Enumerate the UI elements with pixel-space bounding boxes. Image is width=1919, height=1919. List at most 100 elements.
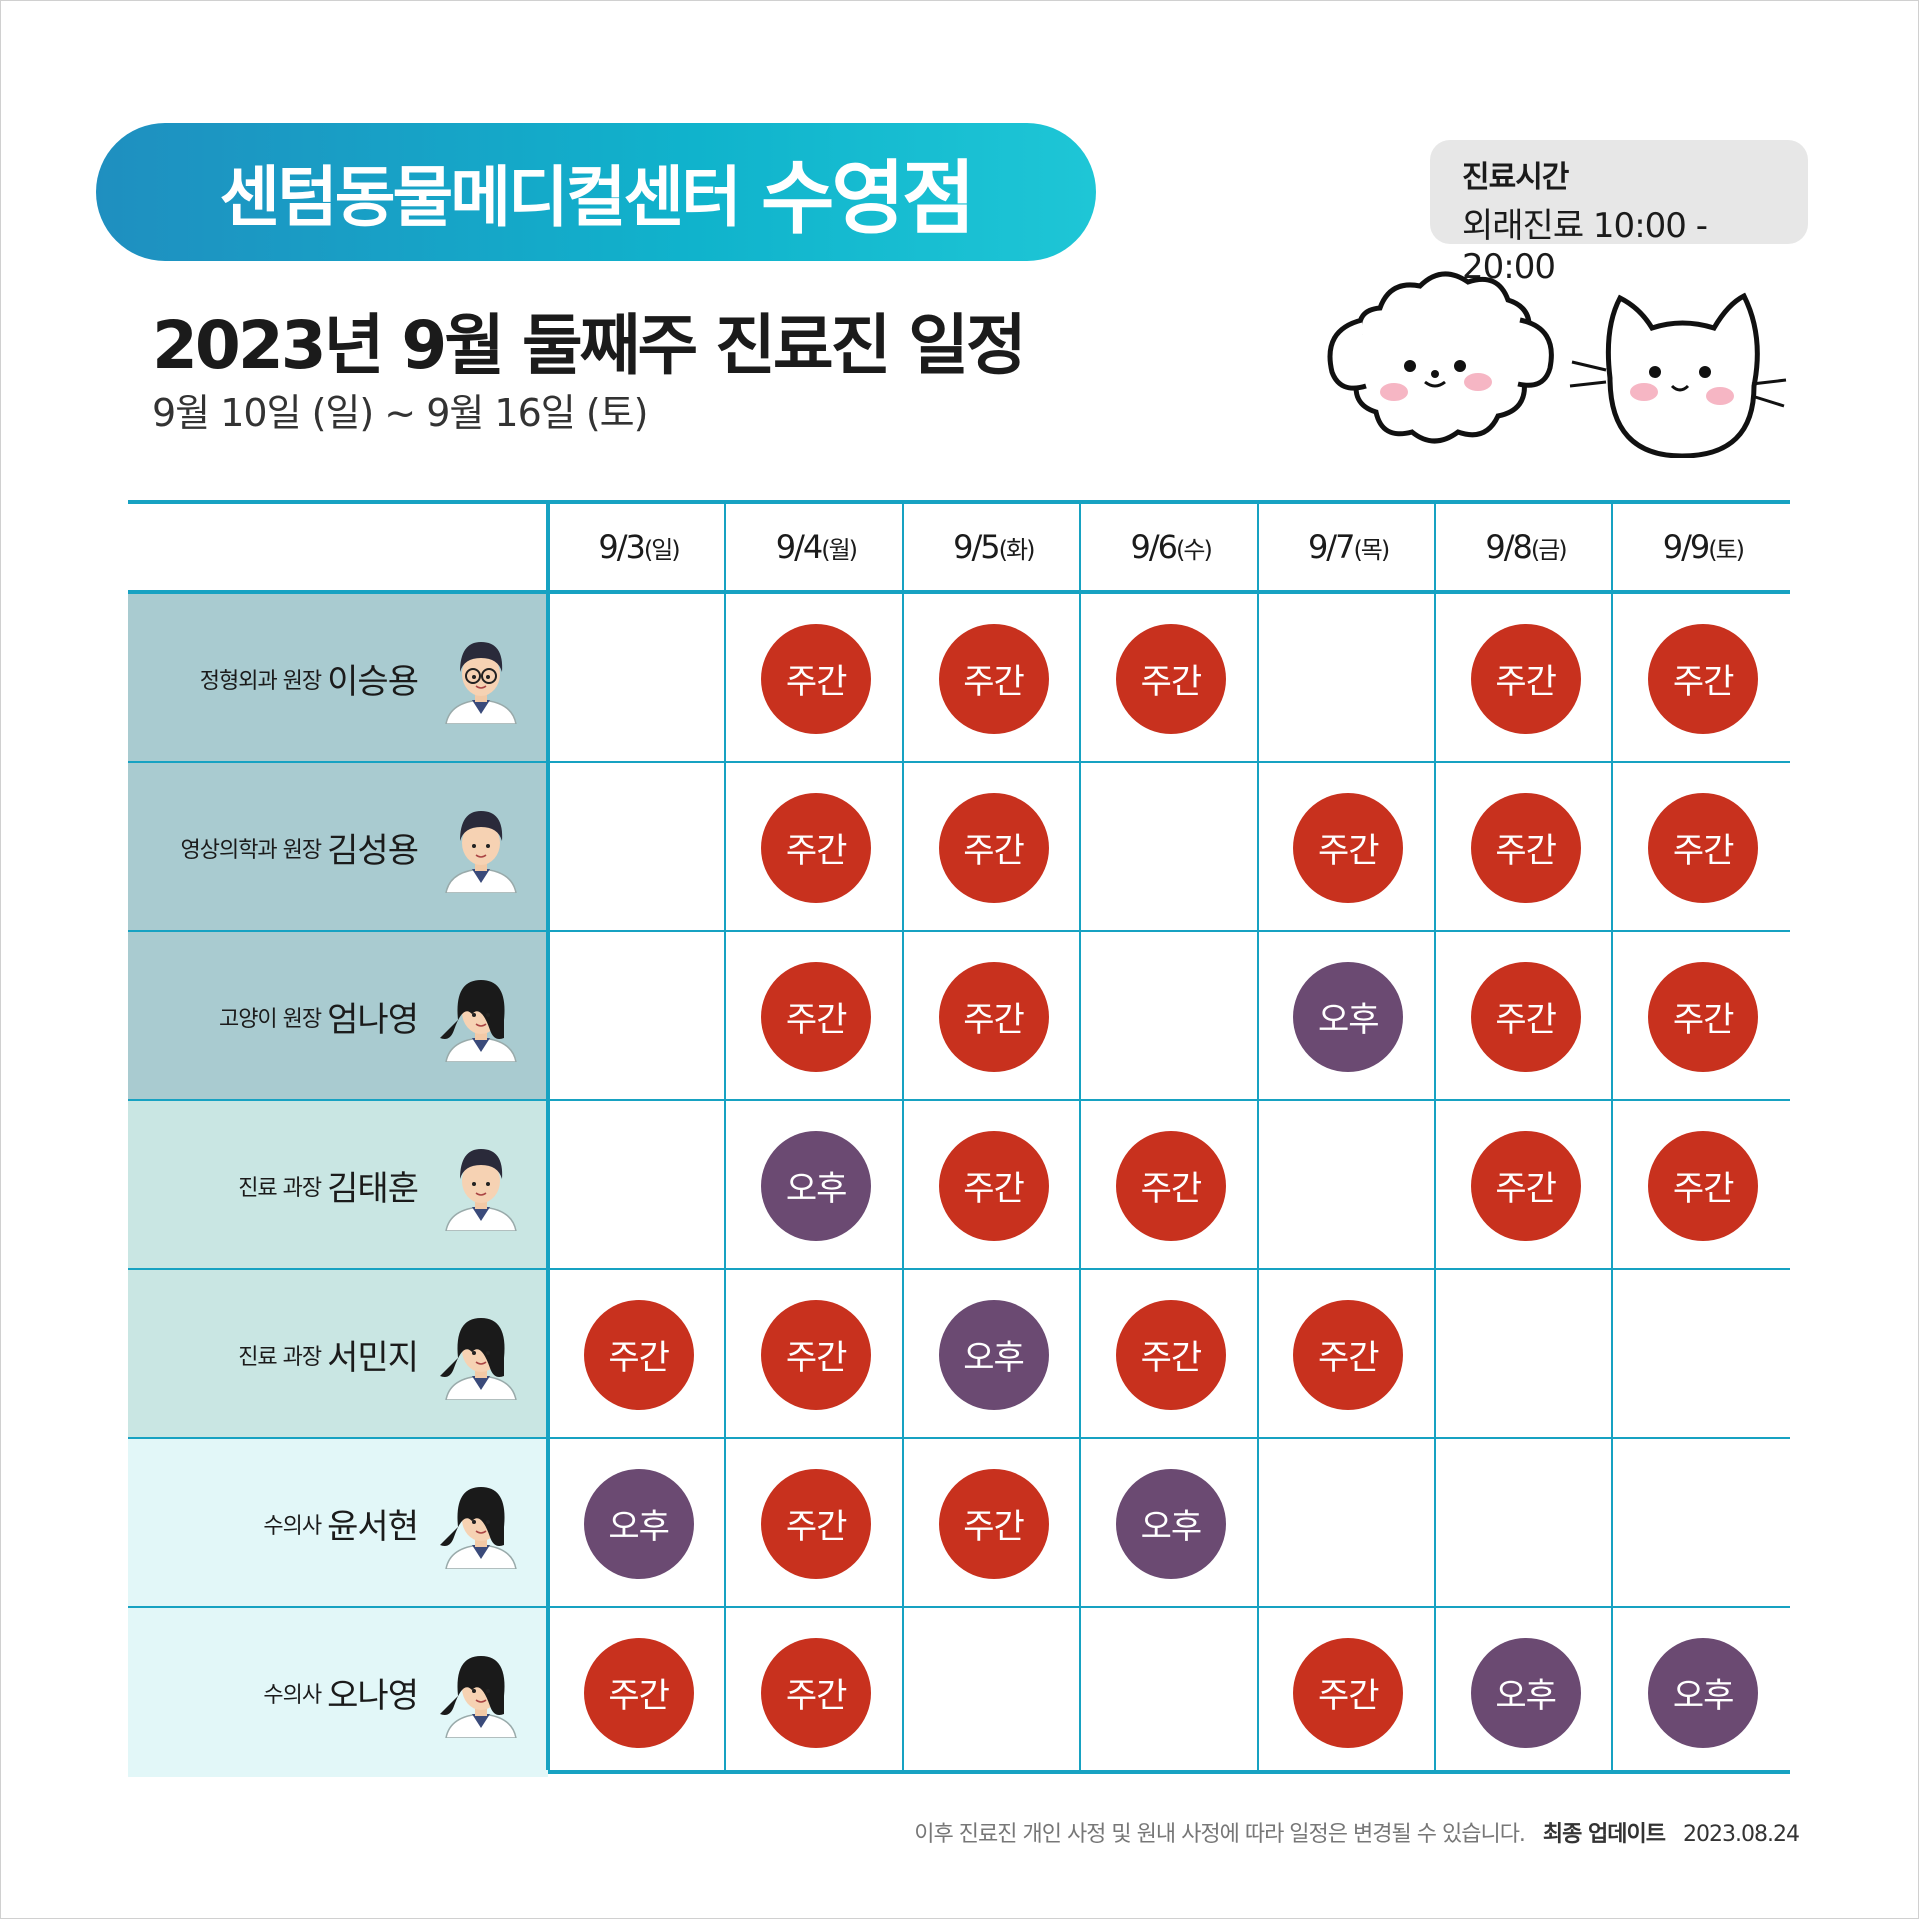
update-label: 최종 업데이트	[1542, 1822, 1666, 1847]
day-weekday: (목)	[1353, 535, 1390, 564]
date-range: 9월 10일 (일) ~ 9월 16일 (토)	[152, 391, 648, 435]
shift-day-badge: 주간	[1470, 961, 1581, 1072]
doctor-name: 윤서현	[327, 1507, 419, 1547]
branch-name: 수영점	[760, 152, 976, 245]
shift-day-badge: 주간	[1648, 792, 1759, 903]
shift-day-badge: 주간	[1293, 1637, 1404, 1748]
doctor-label: 진료 과장 김태훈	[238, 1101, 419, 1270]
shift-day-badge: 주간	[1293, 1299, 1404, 1410]
female-doctor-long-hair-icon	[436, 1479, 526, 1570]
row-divider	[128, 1099, 1790, 1101]
doctor-name: 이승용	[327, 662, 419, 702]
day-header: 9/7 (목)	[1260, 504, 1437, 590]
row-divider	[128, 1268, 1790, 1270]
column-divider	[1256, 504, 1259, 1770]
shift-day-badge: 주간	[761, 1299, 872, 1410]
schedule-table: 9/3 (일) 9/4 (월) 9/5 (화) 9/6 (수) 9/7 (목) 9/8 (금) 9/9(…	[128, 500, 1790, 1777]
day-header: 9/9 (토)	[1614, 504, 1791, 590]
shift-day-badge: 주간	[938, 792, 1049, 903]
male-doctor-icon	[436, 1141, 526, 1232]
row-divider	[128, 1437, 1790, 1439]
column-divider	[1079, 504, 1082, 1770]
doctor-name-cell: 영상의학과 원장 김성용	[128, 763, 548, 932]
dog-face-icon	[1380, 360, 1492, 401]
shift-day-badge: 주간	[761, 1468, 872, 1579]
doctor-label: 수의사 오나영	[263, 1608, 419, 1777]
column-divider	[1611, 504, 1614, 1770]
day-weekday: (수)	[1176, 535, 1213, 564]
doctor-row: 진료 과장 서민지 주간 주간 오후 주간 주간	[128, 1270, 1790, 1439]
shift-day-badge: 주간	[1470, 792, 1581, 903]
column-divider	[724, 504, 727, 1770]
shift-day-badge: 주간	[761, 961, 872, 1072]
doctor-label: 진료 과장 서민지	[238, 1270, 419, 1439]
female-doctor-long-hair-icon	[436, 1648, 526, 1739]
male-doctor-glasses-icon	[436, 634, 526, 725]
cat-icon	[1605, 292, 1760, 458]
update-date: 2023.08.24	[1683, 1822, 1800, 1847]
column-divider	[546, 504, 550, 1770]
female-doctor-ponytail-icon	[436, 972, 526, 1063]
day-date: 9/4	[775, 528, 823, 566]
doctor-role: 진료 과장	[238, 1175, 322, 1201]
doctor-name-cell: 진료 과장 김태훈	[128, 1101, 548, 1270]
shift-day-badge: 주간	[1115, 1130, 1226, 1241]
male-doctor-icon	[436, 803, 526, 894]
doctor-role: 수의사	[263, 1513, 322, 1539]
day-weekday: (일)	[643, 535, 681, 564]
shift-afternoon-badge: 오후	[1293, 961, 1404, 1072]
column-divider	[1434, 504, 1436, 1770]
doctor-role: 진료 과장	[238, 1344, 322, 1370]
shift-day-badge: 주간	[1648, 623, 1759, 734]
shift-day-badge: 주간	[1115, 1299, 1226, 1410]
shift-day-badge: 주간	[583, 1637, 694, 1748]
day-weekday: (토)	[1708, 535, 1745, 564]
shift-day-badge: 주간	[938, 623, 1049, 734]
shift-day-badge: 주간	[1648, 1130, 1759, 1241]
shift-day-badge: 주간	[761, 1637, 872, 1748]
shift-afternoon-badge: 오후	[761, 1130, 872, 1241]
doctor-role: 영상의학과 원장	[180, 837, 322, 863]
day-weekday: (금)	[1530, 535, 1568, 564]
day-header: 9/4 (월)	[727, 504, 904, 590]
shift-afternoon-badge: 오후	[1648, 1637, 1759, 1748]
cat-face-icon	[1569, 360, 1787, 408]
shift-day-badge: 주간	[1293, 792, 1404, 903]
shift-afternoon-badge: 오후	[583, 1468, 694, 1579]
shift-day-badge: 주간	[761, 792, 872, 903]
shift-afternoon-badge: 오후	[1470, 1637, 1581, 1748]
shift-day-badge: 주간	[583, 1299, 694, 1410]
doctor-name-cell: 고양이 원장 엄나영	[128, 932, 548, 1101]
shift-day-badge: 주간	[938, 961, 1049, 1072]
day-header: 9/5 (화)	[905, 504, 1082, 590]
shift-day-badge: 주간	[1470, 623, 1581, 734]
doctor-name-cell: 정형외과 원장 이승용	[128, 594, 548, 763]
row-divider	[128, 1606, 1790, 1608]
doctor-role: 수의사	[263, 1682, 322, 1708]
table-header: 9/3 (일) 9/4 (월) 9/5 (화) 9/6 (수) 9/7 (목) 9/8 (금) 9/9(…	[128, 504, 1790, 592]
doctor-row: 수의사 윤서현 오후 주간 주간 오후	[128, 1439, 1790, 1608]
doctor-role: 고양이 원장	[218, 1006, 322, 1032]
doctor-role: 정형외과 원장	[199, 668, 322, 694]
shift-day-badge: 주간	[1115, 623, 1226, 734]
day-date: 9/9	[1662, 528, 1710, 566]
day-weekday: (화)	[998, 535, 1036, 564]
shift-day-badge: 주간	[1470, 1130, 1581, 1241]
day-weekday: (월)	[821, 535, 858, 564]
day-header: 9/6 (수)	[1082, 504, 1259, 590]
dog-cat-illustration	[1327, 271, 1787, 458]
hours-label: 진료시간	[1462, 160, 1569, 195]
hospital-banner: 센텀동물메디컬센터 수영점	[96, 123, 1096, 261]
doctor-name-cell: 진료 과장 서민지	[128, 1270, 548, 1439]
page-title: 2023년 9월 둘째주 진료진 일정	[152, 307, 1027, 384]
hospital-name: 센텀동물메디컬센터	[219, 159, 741, 236]
day-header: 9/8 (금)	[1437, 504, 1614, 590]
doctor-row: 영상의학과 원장 김성용 주간 주간 주간 주간 주간	[128, 763, 1790, 932]
doctor-label: 영상의학과 원장 김성용	[180, 763, 419, 932]
doctor-name: 서민지	[327, 1338, 419, 1378]
doctor-label: 수의사 윤서현	[263, 1439, 419, 1608]
doctor-name-cell: 수의사 오나영	[128, 1608, 548, 1777]
doctor-name: 엄나영	[327, 1000, 419, 1040]
shift-day-badge: 주간	[938, 1130, 1049, 1241]
footer: 이후 진료진 개인 사정 및 원내 사정에 따라 일정은 변경될 수 있습니다.…	[914, 1816, 1800, 1848]
